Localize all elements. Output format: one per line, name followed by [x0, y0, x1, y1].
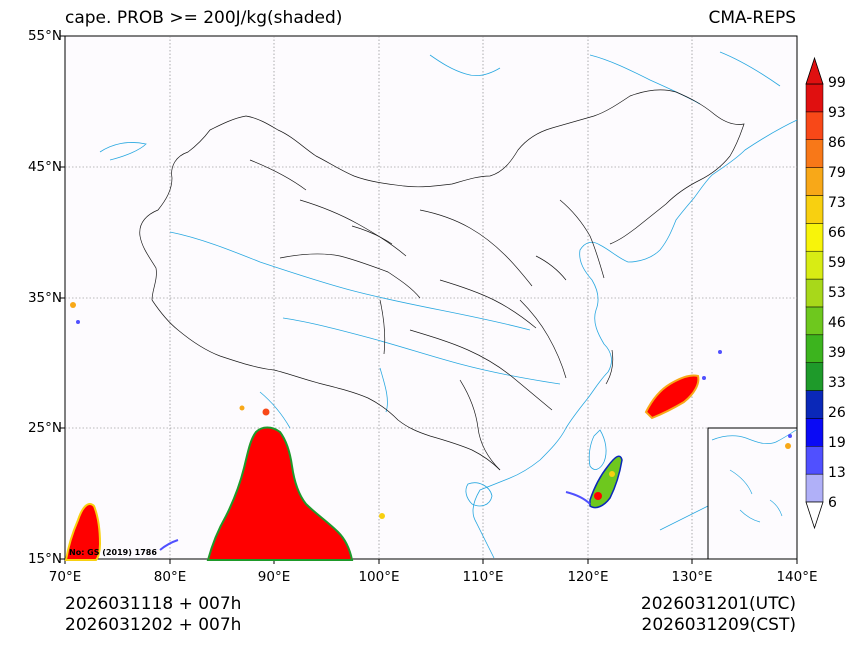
south-china-sea-inset: [707, 427, 798, 560]
colorbar-segment: [805, 139, 824, 168]
colorbar-segment: [805, 111, 824, 140]
colorbar-segment: [805, 195, 824, 224]
colorbar-segment: [805, 250, 824, 280]
lat-label-35n: 35°N: [27, 290, 62, 306]
colorbar-segment: [805, 390, 824, 419]
lon-label-140e: 140°E: [776, 569, 818, 585]
lat-label-25n: 25°N: [27, 420, 62, 436]
colorbar-label: 33: [828, 375, 846, 391]
colorbar-segment: [805, 473, 824, 503]
colorbar-label: 26: [828, 405, 846, 421]
lon-label-80e: 80°E: [153, 569, 187, 585]
probability-shading: [64, 302, 722, 561]
lon-label-70e: 70°E: [48, 569, 82, 585]
colorbar-segment: [805, 334, 824, 363]
init-time-cst: 2026031202 + 007h: [65, 615, 242, 635]
colorbar-segment: [805, 362, 824, 391]
lon-label-120e: 120°E: [567, 569, 609, 585]
colorbar-extend-high: [805, 56, 824, 85]
colorbar-segment: [805, 418, 824, 447]
colorbar-extend-low: [805, 501, 824, 530]
colorbar-label: 86: [828, 135, 846, 151]
valid-time-utc: 2026031201(UTC): [640, 594, 796, 614]
map-frame: [64, 35, 798, 560]
colorbar-label: 59: [828, 255, 846, 271]
model-name: CMA-REPS: [708, 8, 796, 28]
colorbar-label: 79: [828, 165, 846, 181]
colorbar-segment: [805, 446, 824, 475]
init-time-utc: 2026031118 + 007h: [65, 594, 242, 614]
colorbar-label: 13: [828, 465, 846, 481]
colorbar-label: 39: [828, 345, 846, 361]
boundaries: [139, 89, 745, 471]
colorbar-label: 99: [828, 75, 846, 91]
map-title: cape. PROB >= 200J/kg(shaded): [65, 8, 343, 28]
colorbar: [805, 56, 824, 530]
colorbar-segment: [805, 223, 824, 252]
colorbar-label: 46: [828, 315, 846, 331]
lat-label-45n: 45°N: [27, 159, 62, 175]
colorbar-label: 93: [828, 105, 846, 121]
map-approval-number: No: GS (2019) 1786: [69, 548, 157, 557]
colorbar-segment: [805, 167, 824, 196]
lon-label-100e: 100°E: [358, 569, 400, 585]
colorbar-label: 66: [828, 225, 846, 241]
colorbar-segment: [805, 306, 824, 336]
lon-label-110e: 110°E: [462, 569, 504, 585]
colorbar-label: 6: [828, 495, 837, 511]
colorbar-segment: [805, 278, 824, 308]
gridlines: [65, 36, 797, 559]
colorbar-label: 73: [828, 195, 846, 211]
coastlines: [99, 51, 798, 559]
colorbar-label: 19: [828, 435, 846, 451]
colorbar-segment: [805, 83, 824, 113]
inset-coastlines: [711, 429, 797, 523]
valid-time-cst: 2026031209(CST): [641, 615, 796, 635]
tick-marks: [60, 35, 798, 564]
colorbar-label: 53: [828, 285, 846, 301]
lat-label-15n: 15°N: [27, 551, 62, 567]
lat-label-55n: 55°N: [27, 28, 62, 44]
lon-label-90e: 90°E: [257, 569, 291, 585]
lon-label-130e: 130°E: [671, 569, 713, 585]
